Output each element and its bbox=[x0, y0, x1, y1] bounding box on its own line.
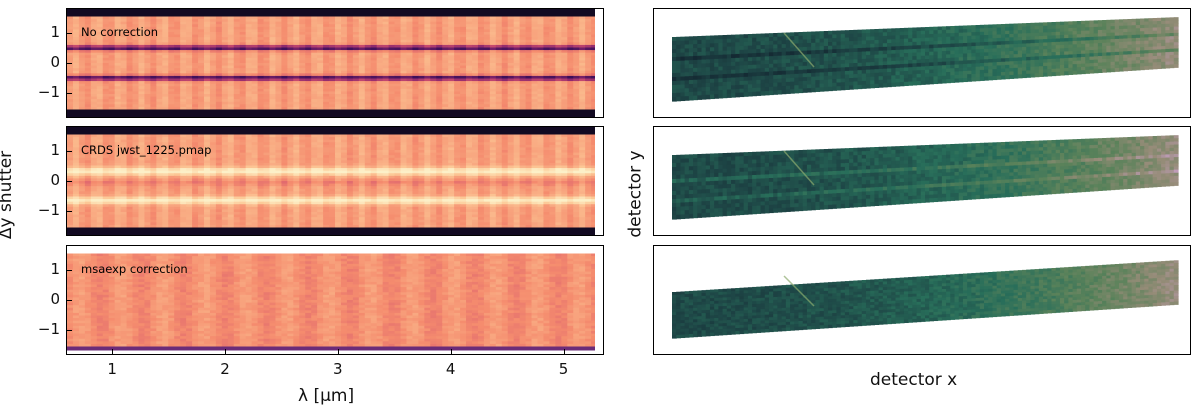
panel-label: No correction bbox=[81, 25, 159, 39]
left-xlabel: λ [μm] bbox=[298, 386, 355, 406]
x-tick-label: 4 bbox=[445, 360, 456, 378]
detector-panel-crds bbox=[653, 126, 1191, 236]
x-tick-mark bbox=[450, 349, 452, 355]
y-tick-label: 1 bbox=[50, 260, 60, 278]
y-tick-label: 1 bbox=[50, 141, 60, 159]
spectrum-heatmap-2 bbox=[67, 127, 603, 235]
spectrum-heatmap-1 bbox=[67, 9, 603, 117]
right-ylabel: detector y bbox=[625, 150, 646, 238]
y-tick-label: −1 bbox=[37, 201, 60, 219]
y-tick-mark bbox=[66, 270, 72, 272]
y-tick-label: 1 bbox=[50, 23, 60, 41]
y-tick-mark bbox=[66, 211, 72, 213]
x-tick-label: 5 bbox=[558, 360, 569, 378]
y-tick-mark bbox=[66, 330, 72, 332]
spectrum-heatmap-3 bbox=[67, 246, 603, 354]
y-tick-label: 0 bbox=[50, 290, 60, 308]
detector-panel-raw bbox=[653, 8, 1191, 118]
x-tick-label: 3 bbox=[333, 360, 343, 378]
y-tick-mark bbox=[66, 151, 72, 153]
y-tick-mark bbox=[66, 63, 72, 65]
detector-heatmap-2 bbox=[672, 135, 1179, 220]
panel-label: CRDS jwst_1225.pmap bbox=[81, 143, 212, 157]
x-tick-label: 1 bbox=[107, 360, 117, 378]
detector-heatmap-1 bbox=[672, 17, 1179, 102]
y-tick-label: 0 bbox=[50, 171, 60, 189]
y-tick-mark bbox=[66, 93, 72, 95]
spectrum-panel-crds: CRDS jwst_1225.pmap bbox=[66, 126, 604, 236]
x-tick-mark bbox=[563, 349, 565, 355]
panel-label: msaexp correction bbox=[81, 262, 188, 276]
y-tick-label: −1 bbox=[37, 320, 60, 338]
y-tick-mark bbox=[66, 300, 72, 302]
y-tick-label: −1 bbox=[37, 83, 60, 101]
right-xlabel: detector x bbox=[870, 370, 958, 390]
detector-heatmap-3 bbox=[672, 260, 1179, 339]
detector-panel-msaexp bbox=[653, 245, 1191, 355]
x-tick-mark bbox=[112, 349, 114, 355]
y-tick-mark bbox=[66, 181, 72, 183]
left-ylabel: Δy shutter bbox=[0, 150, 17, 240]
y-tick-mark bbox=[66, 33, 72, 35]
x-tick-mark bbox=[337, 349, 339, 355]
y-tick-label: 0 bbox=[50, 53, 60, 71]
x-tick-mark bbox=[224, 349, 227, 355]
spectrum-panel-no-correction: No correction bbox=[66, 8, 604, 118]
spectrum-panel-msaexp: msaexp correction bbox=[66, 245, 604, 355]
x-tick-label: 2 bbox=[220, 360, 230, 378]
